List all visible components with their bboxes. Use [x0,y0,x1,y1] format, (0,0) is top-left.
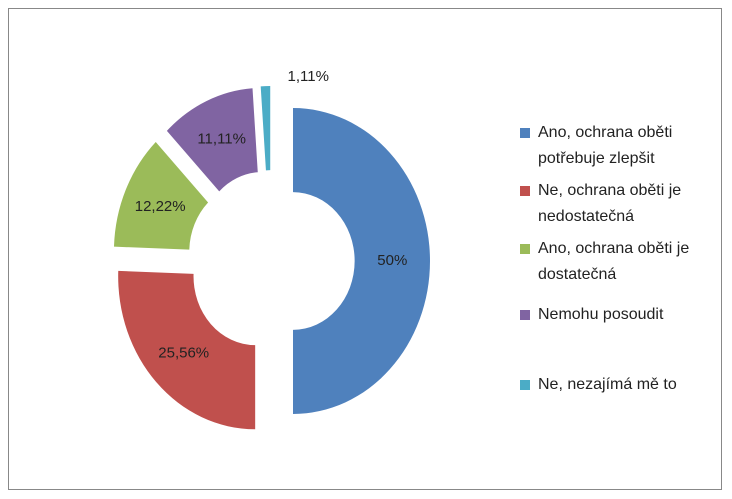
data-label: 12,22% [135,198,186,215]
legend-swatch [520,128,530,138]
legend-item: Ano, ochrana oběti je dostatečná [520,236,710,288]
doughnut-slice [113,141,209,250]
legend-item: Nemohu posoudit [520,302,710,328]
doughnut-slice [118,270,256,430]
legend-item: Ne, ochrana oběti je nedostatečná [520,178,710,230]
legend-label: Ano, ochrana oběti potřebuje zlepšit [538,124,673,167]
legend-label: Nemohu posoudit [538,306,664,323]
legend-label: Ano, ochrana oběti je dostatečná [538,240,690,283]
doughnut-slice [260,86,271,171]
data-label: 50% [377,252,407,269]
chart-frame [8,8,722,490]
data-label: 11,11% [197,131,246,148]
data-label: 1,11% [288,68,329,85]
doughnut-slice [166,88,258,192]
legend-swatch [520,244,530,254]
doughnut-slice [293,108,430,414]
legend-item: Ne, nezajímá mě to [520,372,710,398]
legend-swatch [520,380,530,390]
legend-item: Ano, ochrana oběti potřebuje zlepšit [520,120,710,172]
legend-swatch [520,186,530,196]
legend-label: Ne, nezajímá mě to [538,376,677,393]
legend-label: Ne, ochrana oběti je nedostatečná [538,182,682,225]
data-label: 25,56% [158,344,209,361]
legend-swatch [520,310,530,320]
